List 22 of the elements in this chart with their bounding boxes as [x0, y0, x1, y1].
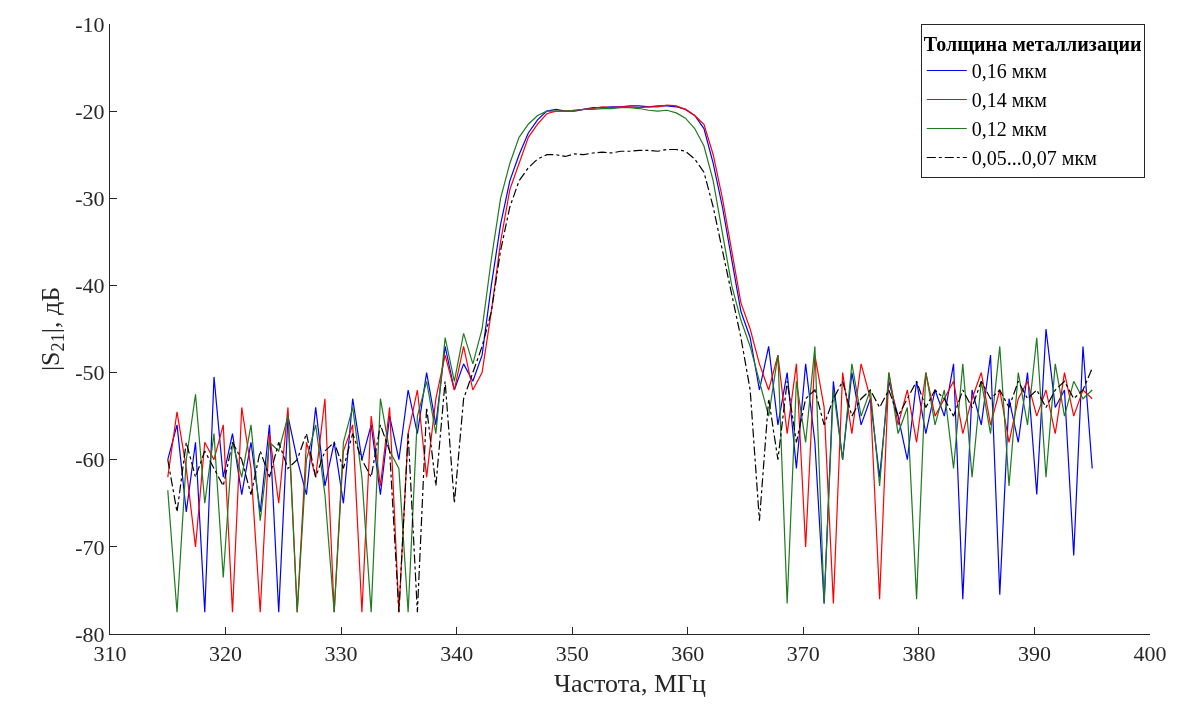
x-tick-label: 330 — [324, 641, 358, 667]
x-axis-title: Частота, МГц — [554, 669, 707, 699]
x-tick-label: 360 — [671, 641, 705, 667]
x-tick-label: 390 — [1017, 641, 1051, 667]
legend-label: 0,14 мкм — [971, 89, 1048, 112]
legend-label: 0,12 мкм — [971, 118, 1048, 141]
y-tick-label: -60 — [75, 447, 105, 473]
y-tick-label: -10 — [75, 11, 105, 37]
x-tick-label: 400 — [1133, 641, 1167, 667]
legend-label: 0,05...0,07 мкм — [971, 147, 1098, 170]
x-tick-label: 370 — [786, 641, 820, 667]
y-tick-label: -40 — [75, 273, 105, 299]
x-tick-label: 320 — [209, 641, 243, 667]
legend-title: Толщина металлизации — [923, 33, 1142, 55]
y-tick-label: -70 — [75, 534, 105, 560]
x-tick-label: 380 — [902, 641, 936, 667]
legend-label: 0,16 мкм — [971, 60, 1048, 83]
y-tick-label: -50 — [75, 360, 105, 386]
y-tick-label: -30 — [75, 185, 105, 211]
x-tick-label: 350 — [555, 641, 589, 667]
x-tick-label: 340 — [440, 641, 474, 667]
y-tick-label: -20 — [75, 98, 105, 124]
